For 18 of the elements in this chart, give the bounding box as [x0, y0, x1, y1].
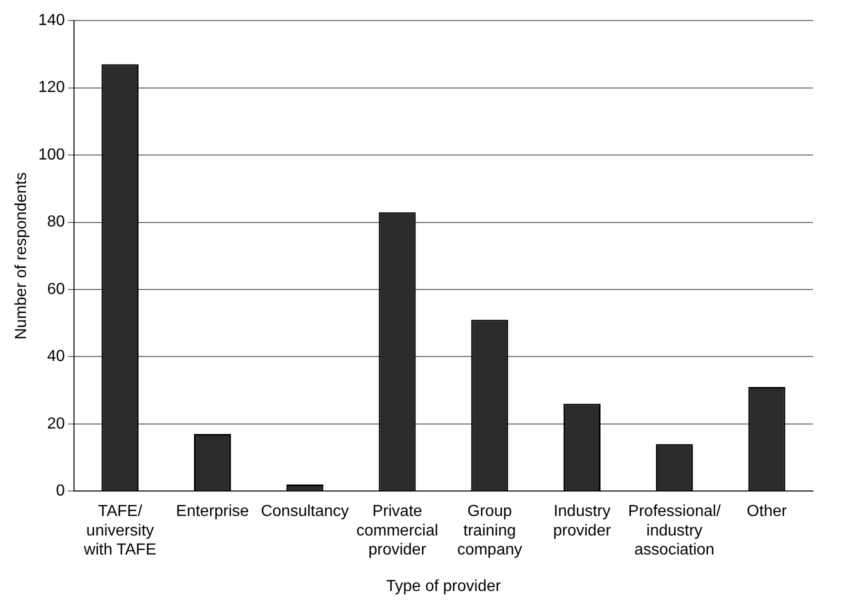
y-tick-label: 40: [47, 348, 65, 366]
x-tick-label: Consultancy: [260, 503, 349, 520]
x-tick-label: Industry provider: [553, 503, 612, 540]
x-tick-label: Professional/ industry association: [628, 503, 722, 559]
y-tick-label: 120: [38, 79, 65, 96]
x-tick-label: Other: [746, 503, 788, 520]
x-tick-label: Private commercial provider: [356, 503, 438, 559]
y-tick-label: 60: [47, 280, 65, 298]
y-tick-label: 100: [38, 146, 65, 164]
y-tick-label: 140: [38, 12, 65, 30]
y-axis-title: Number of respondents: [13, 172, 30, 340]
x-tick-label: TAFE/ university with TAFE: [82, 503, 156, 559]
x-tick-label: Group training company: [457, 503, 522, 559]
y-tick-label: 0: [56, 482, 65, 500]
y-tick-label: 80: [47, 214, 65, 231]
x-axis-title: Type of provider: [386, 578, 502, 595]
y-tick-label: 20: [47, 415, 65, 432]
x-tick-label: Enterprise: [176, 503, 250, 520]
